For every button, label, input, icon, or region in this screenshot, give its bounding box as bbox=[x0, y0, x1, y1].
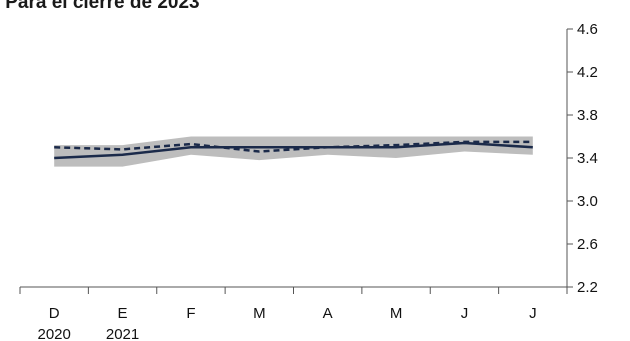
y-tick-label: 4.6 bbox=[577, 21, 598, 38]
label-layer: 4.6 4.2 3.8 3.4 3.0 2.6 2.2 D 2020 E 2021 F M A M J J bbox=[38, 21, 598, 341]
y-tick-label: 4.2 bbox=[577, 64, 598, 81]
solid-series-line bbox=[54, 141, 533, 160]
y-tick-label: 2.6 bbox=[577, 236, 598, 253]
x-tick-label: J bbox=[461, 305, 469, 322]
x-tick-label: M bbox=[390, 305, 403, 322]
chart-title: n) Para el cierre de 2023 bbox=[0, 0, 200, 13]
x-tick-label: M bbox=[253, 305, 266, 322]
y-tick-label: 3.8 bbox=[577, 107, 598, 124]
y-tick-label: 3.0 bbox=[577, 193, 598, 210]
x-year-label: 2020 bbox=[38, 326, 71, 341]
x-tick-label: J bbox=[529, 305, 537, 322]
axis-layer bbox=[19, 28, 573, 294]
series-layer bbox=[54, 140, 533, 160]
x-tick-label: D bbox=[49, 305, 60, 322]
range-band bbox=[54, 136, 533, 167]
dashed-series-line bbox=[54, 140, 533, 153]
band-layer bbox=[54, 136, 533, 167]
y-tick-label: 2.2 bbox=[577, 279, 598, 296]
x-tick-label: E bbox=[118, 305, 128, 322]
x-year-label: 2021 bbox=[106, 326, 139, 341]
x-tick-label: F bbox=[186, 305, 195, 322]
x-tick-label: A bbox=[323, 305, 333, 322]
y-tick-label: 3.4 bbox=[577, 150, 598, 167]
